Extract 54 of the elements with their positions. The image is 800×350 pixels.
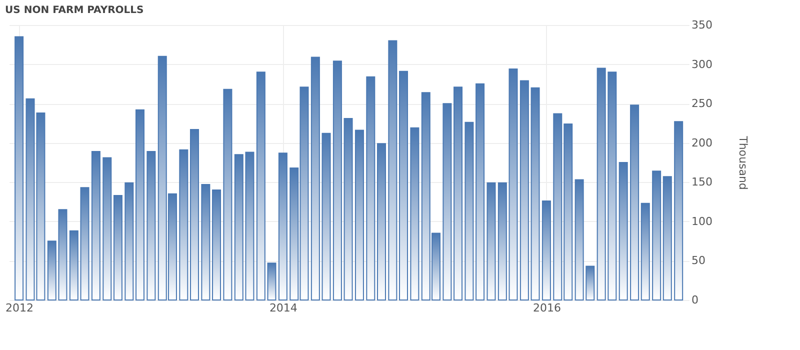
bar <box>674 121 684 300</box>
bar <box>135 109 144 300</box>
y-tick-label: 250 <box>692 97 712 110</box>
bar <box>542 200 551 300</box>
bar <box>399 70 408 300</box>
y-tick-label: 200 <box>692 136 712 150</box>
y-tick-label: 50 <box>692 254 706 268</box>
bar <box>124 182 134 300</box>
bar <box>618 162 628 300</box>
bar <box>454 86 463 300</box>
x-tick-label: 2016 <box>532 302 561 314</box>
bar <box>366 76 376 300</box>
bar <box>464 122 474 300</box>
bar <box>388 40 398 300</box>
bar <box>410 127 420 300</box>
bar <box>223 88 232 300</box>
bar <box>630 104 640 300</box>
bar <box>354 130 364 300</box>
y-axis-title: Thousand <box>736 135 750 190</box>
y-tick-label: 0 <box>692 294 698 306</box>
bar <box>102 157 112 300</box>
x-tick-label: 2014 <box>269 302 298 314</box>
bar <box>80 187 90 300</box>
y-tick-label: 350 <box>692 18 712 32</box>
bar <box>278 152 288 300</box>
bar <box>322 132 331 300</box>
bar <box>344 118 353 300</box>
bar <box>376 143 386 300</box>
y-tick-label: 100 <box>692 214 712 228</box>
bar <box>530 87 540 300</box>
bar <box>201 184 210 300</box>
bar <box>310 56 320 300</box>
bar <box>498 182 507 300</box>
x-tick-label: 2012 <box>6 302 34 314</box>
bar <box>442 103 452 300</box>
bar <box>91 151 100 300</box>
bar <box>332 60 342 300</box>
chart-title: US NON FARM PAYROLLS <box>5 5 144 16</box>
bar <box>179 149 188 300</box>
bar <box>486 182 496 300</box>
bar <box>520 80 529 300</box>
bar <box>662 176 672 300</box>
bar <box>212 190 222 300</box>
bar <box>69 230 78 300</box>
y-tick-label: 300 <box>692 58 712 71</box>
bar <box>508 68 518 300</box>
y-tick-label: 150 <box>692 176 712 189</box>
bar <box>146 151 156 300</box>
bar <box>476 83 485 300</box>
bar <box>640 202 650 300</box>
bar <box>652 170 662 300</box>
bar <box>190 129 199 300</box>
bar <box>14 36 24 300</box>
bar <box>113 195 122 300</box>
